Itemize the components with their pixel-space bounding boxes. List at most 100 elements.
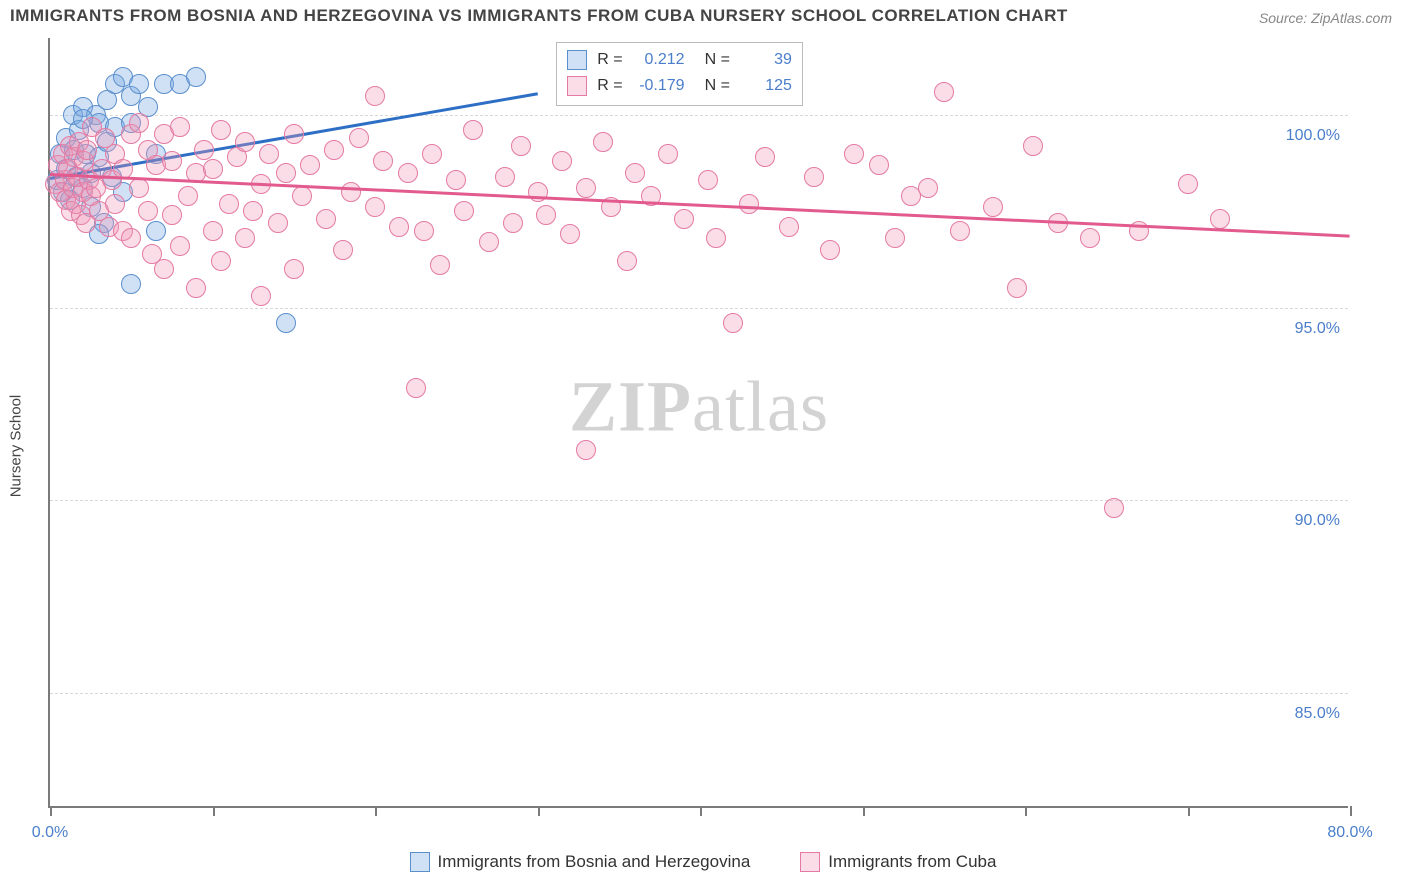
scatter-point-cuba — [479, 232, 499, 252]
r-value: 0.212 — [631, 51, 685, 69]
scatter-point-cuba — [1007, 278, 1027, 298]
scatter-point-cuba — [844, 144, 864, 164]
scatter-point-cuba — [528, 182, 548, 202]
scatter-point-cuba — [235, 132, 255, 152]
scatter-point-cuba — [219, 194, 239, 214]
scatter-point-cuba — [560, 224, 580, 244]
scatter-point-cuba — [284, 124, 304, 144]
scatter-point-cuba — [235, 228, 255, 248]
scatter-point-cuba — [536, 205, 556, 225]
scatter-point-cuba — [129, 113, 149, 133]
r-label: R = — [597, 77, 622, 95]
legend-item-bosnia: Immigrants from Bosnia and Herzegovina — [410, 852, 751, 872]
x-tick — [538, 806, 540, 816]
y-tick-label: 90.0% — [1295, 512, 1340, 530]
scatter-point-cuba — [885, 228, 905, 248]
swatch-bosnia — [567, 50, 587, 70]
y-tick-label: 100.0% — [1286, 127, 1340, 145]
x-tick — [213, 806, 215, 816]
scatter-point-cuba — [251, 286, 271, 306]
scatter-point-cuba — [495, 167, 515, 187]
scatter-point-cuba — [162, 151, 182, 171]
scatter-point-cuba — [259, 144, 279, 164]
gridline — [50, 308, 1348, 309]
x-tick — [1350, 806, 1352, 816]
n-value: 125 — [738, 77, 792, 95]
scatter-point-cuba — [576, 440, 596, 460]
scatter-point-cuba — [398, 163, 418, 183]
watermark: ZIPatlas — [569, 365, 829, 448]
scatter-point-cuba — [723, 313, 743, 333]
scatter-point-cuba — [365, 86, 385, 106]
scatter-point-cuba — [373, 151, 393, 171]
scatter-point-cuba — [349, 128, 369, 148]
x-tick — [863, 806, 865, 816]
legend-swatch-cuba — [800, 852, 820, 872]
scatter-point-cuba — [779, 217, 799, 237]
scatter-point-bosnia — [146, 221, 166, 241]
scatter-point-cuba — [211, 120, 231, 140]
scatter-point-cuba — [755, 147, 775, 167]
scatter-point-cuba — [617, 251, 637, 271]
scatter-point-cuba — [983, 197, 1003, 217]
scatter-point-cuba — [625, 163, 645, 183]
scatter-point-cuba — [333, 240, 353, 260]
scatter-point-cuba — [706, 228, 726, 248]
n-value: 39 — [738, 51, 792, 69]
scatter-point-cuba — [389, 217, 409, 237]
chart-title: IMMIGRANTS FROM BOSNIA AND HERZEGOVINA V… — [10, 6, 1068, 26]
scatter-point-cuba — [170, 117, 190, 137]
scatter-point-cuba — [414, 221, 434, 241]
scatter-point-cuba — [950, 221, 970, 241]
scatter-point-cuba — [454, 201, 474, 221]
gridline — [50, 500, 1348, 501]
x-tick — [375, 806, 377, 816]
scatter-point-cuba — [869, 155, 889, 175]
scatter-point-cuba — [203, 159, 223, 179]
scatter-point-cuba — [593, 132, 613, 152]
stats-row-bosnia: R =0.212N =39 — [567, 47, 792, 73]
scatter-point-cuba — [1104, 498, 1124, 518]
gridline — [50, 115, 1348, 116]
x-tick-label: 0.0% — [32, 824, 68, 842]
source-label: Source: ZipAtlas.com — [1259, 10, 1392, 26]
y-axis-label: Nursery School — [8, 395, 25, 498]
scatter-point-cuba — [138, 201, 158, 221]
scatter-point-cuba — [430, 255, 450, 275]
scatter-point-cuba — [211, 251, 231, 271]
scatter-point-cuba — [170, 236, 190, 256]
scatter-point-cuba — [316, 209, 336, 229]
scatter-point-cuba — [292, 186, 312, 206]
scatter-point-cuba — [918, 178, 938, 198]
scatter-point-cuba — [365, 197, 385, 217]
stats-row-cuba: R =-0.179N =125 — [567, 73, 792, 99]
scatter-point-cuba — [121, 228, 141, 248]
swatch-cuba — [567, 76, 587, 96]
x-tick — [50, 806, 52, 816]
scatter-point-cuba — [341, 182, 361, 202]
scatter-point-cuba — [1210, 209, 1230, 229]
x-tick — [1025, 806, 1027, 816]
stats-box: R =0.212N =39R =-0.179N =125 — [556, 42, 803, 106]
scatter-point-cuba — [105, 194, 125, 214]
scatter-point-cuba — [503, 213, 523, 233]
scatter-point-bosnia — [121, 274, 141, 294]
scatter-point-cuba — [268, 213, 288, 233]
scatter-point-cuba — [674, 209, 694, 229]
scatter-point-bosnia — [186, 67, 206, 87]
scatter-point-cuba — [77, 140, 97, 160]
scatter-point-cuba — [300, 155, 320, 175]
scatter-point-cuba — [276, 163, 296, 183]
y-tick-label: 85.0% — [1295, 705, 1340, 723]
scatter-point-cuba — [446, 170, 466, 190]
legend-item-cuba: Immigrants from Cuba — [800, 852, 996, 872]
scatter-point-cuba — [576, 178, 596, 198]
scatter-point-cuba — [1080, 228, 1100, 248]
scatter-point-cuba — [934, 82, 954, 102]
plot-area: ZIPatlas R =0.212N =39R =-0.179N =125 85… — [48, 38, 1348, 808]
scatter-point-cuba — [203, 221, 223, 241]
scatter-point-cuba — [463, 120, 483, 140]
scatter-point-cuba — [1023, 136, 1043, 156]
scatter-point-cuba — [243, 201, 263, 221]
legend: Immigrants from Bosnia and Herzegovina Im… — [0, 852, 1406, 872]
